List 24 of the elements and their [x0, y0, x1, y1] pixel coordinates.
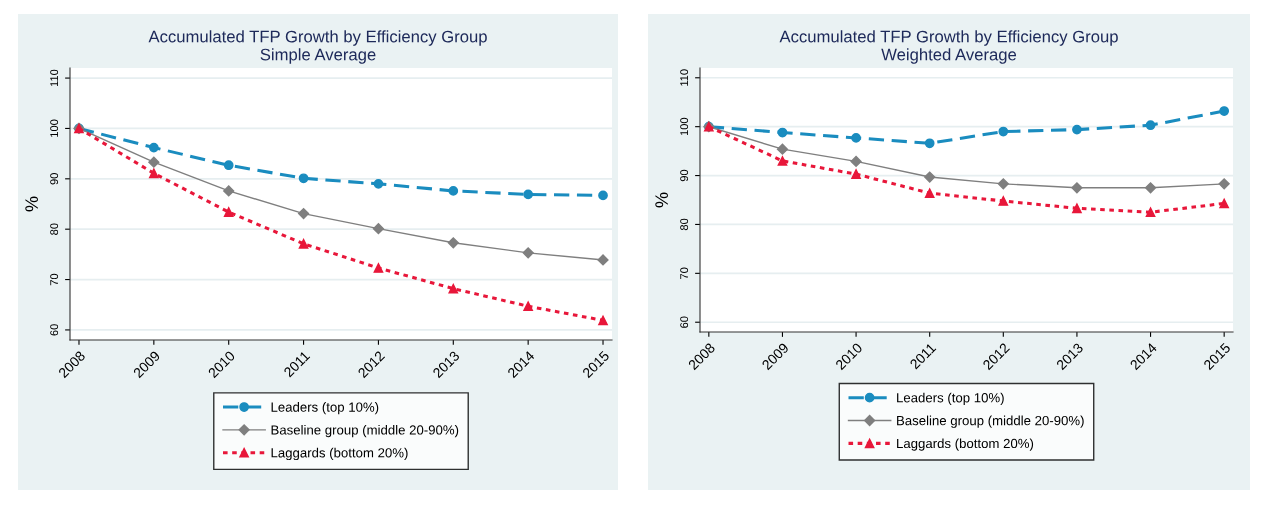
- y-tick-label: 60: [680, 316, 689, 328]
- y-tick-label: 110: [50, 69, 59, 87]
- chart-subtitle: Simple Average: [260, 48, 376, 64]
- y-tick-label: 100: [680, 117, 689, 136]
- y-tick-label: 90: [50, 173, 59, 185]
- y-tick-label: 80: [680, 218, 689, 231]
- legend-label: Baseline group (middle 20-90%): [897, 415, 1084, 428]
- legend-label: Baseline group (middle 20-90%): [271, 424, 459, 438]
- y-axis-title: %: [655, 192, 668, 208]
- y-tick-label: 80: [50, 223, 59, 235]
- y-tick-label: 60: [50, 324, 59, 336]
- y-tick-label: 100: [50, 119, 59, 137]
- y-axis-title: %: [25, 196, 38, 212]
- chart-subtitle: Weighted Average: [881, 48, 1017, 64]
- y-tick-label: 70: [50, 273, 59, 286]
- legend-label: Leaders (top 10%): [897, 392, 1004, 406]
- y-tick-label: 90: [680, 169, 689, 182]
- legend-label: Laggards (bottom 20%): [271, 447, 408, 461]
- chart-title: Accumulated TFP Growth by Efficiency Group: [148, 30, 487, 46]
- y-tick-label: 70: [680, 267, 689, 279]
- chart-title: Accumulated TFP Growth by Efficiency Group: [779, 30, 1118, 46]
- y-tick-label: 110: [680, 69, 689, 86]
- legend-label: Leaders (top 10%): [271, 402, 379, 415]
- legend-label: Laggards (bottom 20%): [897, 438, 1034, 451]
